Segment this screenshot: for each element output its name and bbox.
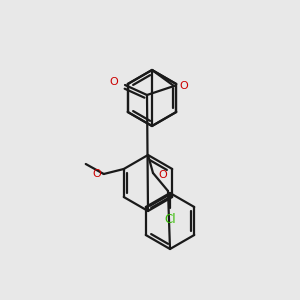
- Text: O: O: [109, 77, 118, 87]
- Text: O: O: [158, 170, 167, 180]
- Text: O: O: [92, 169, 101, 179]
- Text: Cl: Cl: [164, 213, 176, 226]
- Text: O: O: [179, 81, 188, 91]
